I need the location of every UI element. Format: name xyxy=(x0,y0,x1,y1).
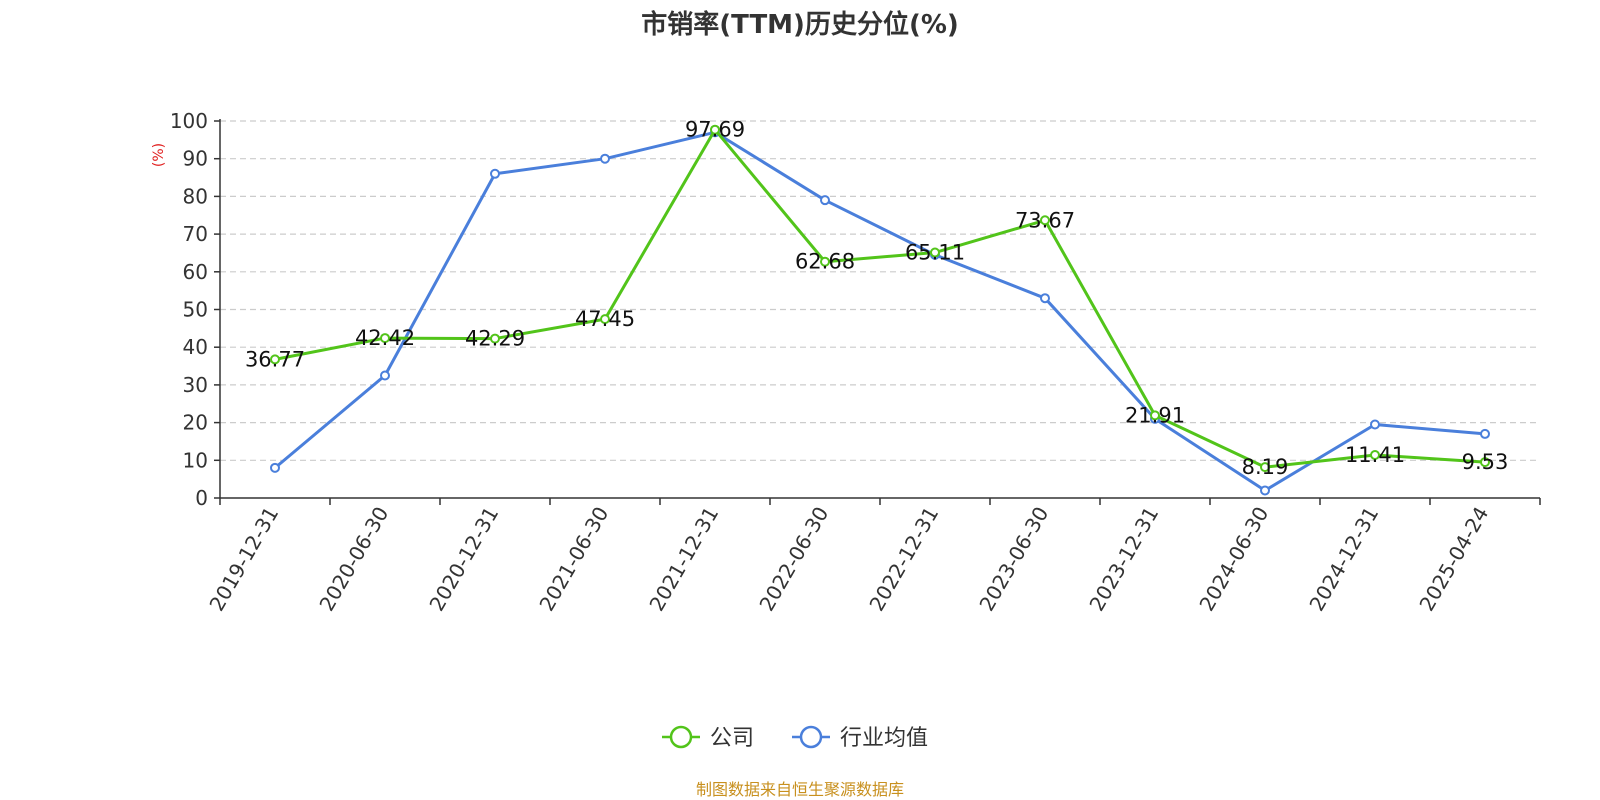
x-tick-label: 2020-06-30 xyxy=(314,503,393,616)
data-label: 73.67 xyxy=(1015,208,1075,232)
x-tick-label: 2022-12-31 xyxy=(864,503,943,616)
data-point xyxy=(820,256,830,267)
legend-label: 公司 xyxy=(710,726,754,751)
data-label: 8.19 xyxy=(1242,455,1289,479)
data-point xyxy=(1480,457,1490,468)
y-tick-label: 70 xyxy=(183,222,208,246)
x-tick-label: 2025-04-24 xyxy=(1414,503,1493,616)
x-tick-label: 2019-12-31 xyxy=(204,503,283,616)
x-tick-label: 2024-06-30 xyxy=(1194,503,1273,616)
data-point xyxy=(490,168,500,179)
axis-layer: 0 10 20 30 40 50 60 70 80 90 100 2019-12-31 2020-06-… xyxy=(170,109,1541,616)
source-note: 制图数据来自恒生聚源数据库 xyxy=(696,780,904,799)
y-tick-label: 100 xyxy=(170,109,208,133)
legend-label: 行业均值 xyxy=(840,726,928,751)
data-label: 47.45 xyxy=(575,307,635,331)
x-tick-label: 2023-12-31 xyxy=(1084,503,1163,616)
data-label: 9.53 xyxy=(1462,450,1509,474)
data-label: 36.77 xyxy=(245,347,305,371)
data-label: 42.42 xyxy=(355,326,415,350)
y-tick-label: 50 xyxy=(183,298,208,322)
data-point xyxy=(1040,215,1050,226)
legend-circle-icon xyxy=(669,725,693,749)
x-tick-label: 2022-06-30 xyxy=(754,503,833,616)
data-point xyxy=(1370,419,1380,430)
data-point xyxy=(600,153,610,164)
y-tick-label: 40 xyxy=(183,335,208,359)
data-label-layer: 36.77 42.42 42.29 47.45 97.69 62.68 65.11 73.67… xyxy=(245,118,1508,479)
grid-layer xyxy=(220,120,1540,461)
data-label: 97.69 xyxy=(685,118,745,142)
data-point xyxy=(490,333,500,344)
y-tick-label: 0 xyxy=(195,486,208,510)
y-tick-label: 20 xyxy=(183,411,208,435)
data-point xyxy=(820,195,830,206)
y-tick-label: 30 xyxy=(183,373,208,397)
data-label: 21.91 xyxy=(1125,403,1185,427)
y-tick-label: 10 xyxy=(183,448,208,472)
data-point xyxy=(380,370,390,381)
data-point xyxy=(270,462,280,473)
data-point xyxy=(600,314,610,325)
data-point xyxy=(710,124,720,135)
y-axis-label: (%) xyxy=(151,143,167,167)
x-tick-label: 2021-12-31 xyxy=(644,503,723,616)
series-line xyxy=(274,130,1486,492)
legend: 公司 行业均值 xyxy=(662,725,928,751)
data-point xyxy=(1150,410,1160,421)
data-label: 62.68 xyxy=(795,250,855,274)
legend-item: 公司 xyxy=(662,725,754,751)
data-label: 65.11 xyxy=(905,241,965,265)
y-tick-label: 60 xyxy=(183,260,208,284)
series-line xyxy=(274,128,1486,469)
data-point xyxy=(1480,428,1490,439)
legend-circle-icon xyxy=(799,725,823,749)
data-point xyxy=(1370,449,1380,460)
series-layer xyxy=(270,124,1490,496)
data-label: 11.41 xyxy=(1345,443,1405,467)
x-tick-label: 2020-12-31 xyxy=(424,503,503,616)
data-label: 42.29 xyxy=(465,327,525,351)
x-tick-label: 2021-06-30 xyxy=(534,503,613,616)
data-point xyxy=(270,354,280,365)
data-point xyxy=(1040,293,1050,304)
data-point xyxy=(380,333,390,344)
chart-title: 市销率(TTM)历史分位(%) xyxy=(641,9,959,40)
x-tick-label: 2023-06-30 xyxy=(974,503,1053,616)
y-tick-label: 80 xyxy=(183,184,208,208)
data-point xyxy=(1260,485,1270,496)
data-point xyxy=(1260,462,1270,473)
data-point xyxy=(930,247,940,258)
legend-item: 行业均值 xyxy=(792,725,928,751)
y-tick-label: 90 xyxy=(183,147,208,171)
x-tick-label: 2024-12-31 xyxy=(1304,503,1383,616)
